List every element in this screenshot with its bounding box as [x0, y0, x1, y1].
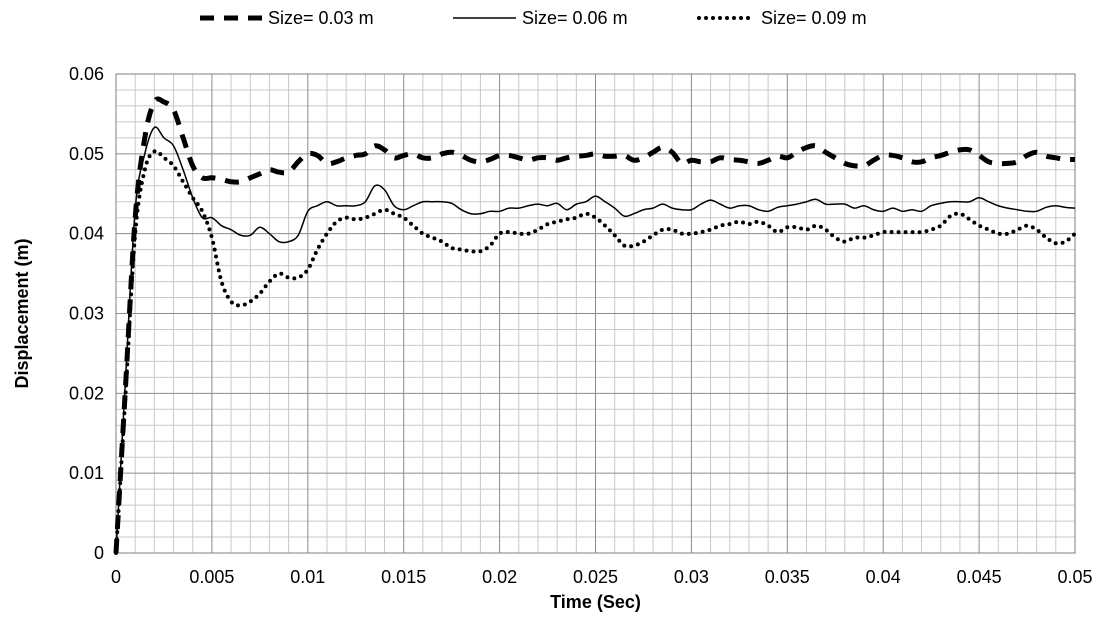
- y-axis-tick-labels: 0 0.01 0.02 0.03 0.04 0.05 0.06: [69, 64, 104, 563]
- legend-label-3: Size= 0.09 m: [761, 8, 867, 28]
- series-line-3: [114, 149, 1077, 555]
- x-tick-label: 0.045: [957, 567, 1002, 587]
- x-tick-label: 0.02: [482, 567, 517, 587]
- x-tick-label: 0.04: [866, 567, 901, 587]
- y-tick-label: 0.05: [69, 144, 104, 164]
- x-tick-label: 0.01: [290, 567, 325, 587]
- y-tick-label: 0: [94, 543, 104, 563]
- y-tick-label: 0.02: [69, 383, 104, 403]
- x-tick-label: 0: [111, 567, 121, 587]
- y-tick-label: 0.01: [69, 463, 104, 483]
- y-tick-label: 0.04: [69, 224, 104, 244]
- x-tick-label: 0.03: [674, 567, 709, 587]
- legend-label-2: Size= 0.06 m: [522, 8, 628, 28]
- y-tick-label: 0.03: [69, 304, 104, 324]
- x-tick-label: 0.035: [765, 567, 810, 587]
- x-tick-label: 0.025: [573, 567, 618, 587]
- series-line-2: [115, 126, 1076, 554]
- x-tick-label: 0.005: [189, 567, 234, 587]
- plot-area-border: [115, 73, 1076, 554]
- x-tick-label: 0.015: [381, 567, 426, 587]
- series-lines: [113, 96, 1077, 555]
- legend: Size= 0.03 m Size= 0.06 m Size= 0.09 m: [200, 8, 867, 28]
- y-axis-title: Displacement (m): [12, 238, 32, 388]
- grid-major: [115, 73, 1076, 554]
- x-tick-label: 0.05: [1057, 567, 1092, 587]
- x-axis-tick-labels: 0 0.005 0.01 0.015 0.02 0.025 0.03 0.035 0.04 0.0…: [111, 567, 1093, 587]
- x-axis-title: Time (Sec): [550, 592, 641, 612]
- series-line-1: [113, 96, 1076, 554]
- y-tick-label: 0.06: [69, 64, 104, 84]
- legend-label-1: Size= 0.03 m: [268, 8, 374, 28]
